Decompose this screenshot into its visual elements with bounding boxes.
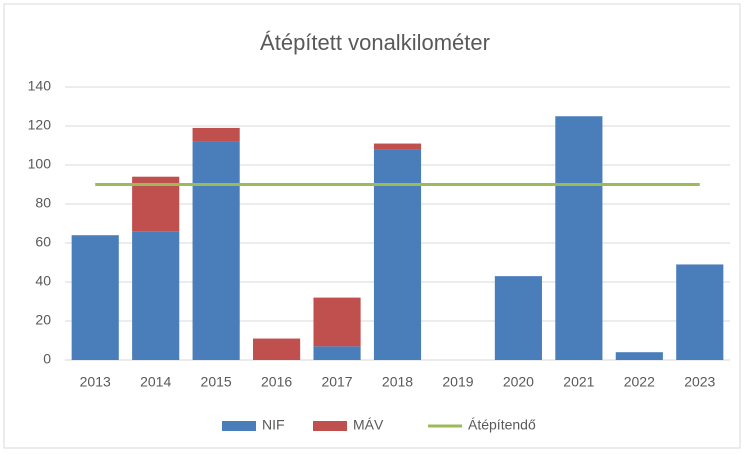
y-tick-label: 0 bbox=[43, 351, 51, 367]
x-tick-label: 2017 bbox=[321, 374, 352, 390]
legend-label: Átépítendő bbox=[468, 417, 536, 433]
bar bbox=[253, 338, 301, 360]
bar bbox=[373, 143, 422, 150]
y-tick-label: 40 bbox=[35, 273, 51, 289]
legend-swatch bbox=[313, 421, 347, 431]
bar bbox=[676, 264, 724, 360]
bar bbox=[313, 346, 361, 360]
bar bbox=[373, 149, 422, 360]
x-tick-label: 2016 bbox=[261, 374, 292, 390]
bar bbox=[192, 141, 240, 360]
bar bbox=[313, 297, 361, 347]
bar bbox=[192, 127, 240, 142]
x-tick-label: 2019 bbox=[442, 374, 473, 390]
bar bbox=[615, 352, 663, 360]
x-tick-label: 2023 bbox=[684, 374, 715, 390]
y-tick-label: 100 bbox=[28, 156, 52, 172]
chart-title: Átépített vonalkilométer bbox=[260, 30, 490, 55]
bar bbox=[132, 231, 180, 360]
y-tick-label: 120 bbox=[28, 117, 52, 133]
y-tick-label: 60 bbox=[35, 234, 51, 250]
x-tick-label: 2018 bbox=[382, 374, 413, 390]
bar bbox=[494, 276, 542, 360]
x-tick-label: 2022 bbox=[624, 374, 655, 390]
x-tick-label: 2015 bbox=[201, 374, 232, 390]
x-tick-label: 2013 bbox=[80, 374, 111, 390]
bar bbox=[555, 116, 603, 360]
x-tick-label: 2014 bbox=[140, 374, 171, 390]
x-tick-label: 2020 bbox=[503, 374, 534, 390]
y-tick-label: 20 bbox=[35, 312, 51, 328]
y-tick-label: 140 bbox=[28, 78, 52, 94]
y-tick-label: 80 bbox=[35, 195, 51, 211]
bar bbox=[71, 235, 119, 360]
legend-label: MÁV bbox=[353, 417, 384, 433]
x-tick-label: 2021 bbox=[563, 374, 594, 390]
legend-label: NIF bbox=[262, 417, 285, 433]
legend-swatch bbox=[222, 421, 256, 431]
chart-frame bbox=[3, 3, 741, 449]
